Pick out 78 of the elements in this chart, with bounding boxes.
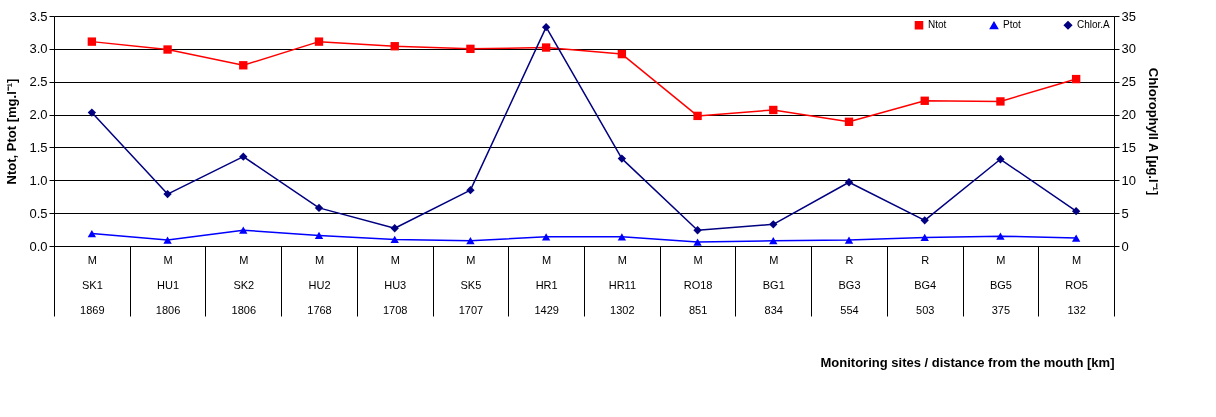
y2-tick-label: 10 <box>1121 172 1136 188</box>
x-tick-label: M HR11 1302 <box>608 253 637 316</box>
y-tick-label: 0.5 <box>29 205 48 221</box>
point <box>390 235 399 244</box>
point <box>693 238 702 246</box>
point <box>769 237 778 245</box>
legend-label: Chlor.A <box>1077 19 1111 31</box>
point <box>617 154 627 163</box>
y-tick-label: 2.5 <box>29 74 48 90</box>
legend-label: Ptot <box>1003 19 1022 31</box>
point <box>466 44 475 54</box>
point <box>163 189 172 199</box>
x-tick-label: M HU2 1768 <box>307 253 332 316</box>
point <box>541 43 551 52</box>
x-tick-label: M HU1 1806 <box>155 253 181 316</box>
point <box>390 42 399 51</box>
x-tick-label: M RO18 851 <box>683 253 713 316</box>
point <box>996 232 1005 240</box>
point <box>769 105 778 115</box>
x-tick-label: R BG4 503 <box>914 253 937 316</box>
point <box>920 216 929 225</box>
x-tick-label: R BG3 554 <box>838 253 861 316</box>
point <box>996 97 1005 106</box>
point <box>466 185 475 195</box>
point <box>541 233 551 241</box>
point <box>239 61 248 70</box>
y2-tick-label: 30 <box>1121 41 1136 57</box>
y-tick-label: 1.5 <box>29 139 48 155</box>
y-tick-label: 0.0 <box>29 238 48 254</box>
y-axis-title: Ntot, Ptot [mg.l⁻¹] <box>4 78 20 185</box>
point <box>239 226 248 234</box>
point <box>920 233 929 242</box>
point <box>163 236 172 244</box>
point <box>390 224 399 233</box>
x-tick-label: M BG1 834 <box>762 253 785 316</box>
point <box>996 155 1005 164</box>
point <box>920 96 929 105</box>
y2-tick-label: 25 <box>1121 74 1136 90</box>
point <box>239 152 248 161</box>
point <box>769 220 778 229</box>
x-tick-label: M BG5 375 <box>989 253 1012 316</box>
x-tick-label: M RO5 132 <box>1065 253 1088 316</box>
x-tick-label: M SK2 1806 <box>231 253 257 316</box>
y2-axis-title: Chlorophyll A [µg.l⁻¹] <box>1145 67 1161 196</box>
point <box>617 49 627 59</box>
point <box>163 45 172 54</box>
point <box>617 233 627 241</box>
y2-tick-label: 35 <box>1121 8 1136 24</box>
y2-tick-label: 15 <box>1121 139 1136 155</box>
point <box>314 37 324 46</box>
legend-label: Ntot <box>928 19 947 31</box>
point <box>844 236 854 244</box>
y2-tick-label: 5 <box>1121 205 1129 221</box>
y-tick-label: 3.0 <box>29 41 48 57</box>
point <box>693 111 702 121</box>
point <box>1071 74 1081 84</box>
y2-tick-label: 0 <box>1121 238 1129 254</box>
y-tick-label: 2.0 <box>29 107 48 123</box>
point <box>314 231 324 240</box>
point <box>844 178 854 187</box>
x-axis-title: Monitoring sites / distance from the mouth [km] <box>820 355 1115 370</box>
point <box>87 108 97 117</box>
point <box>693 226 702 235</box>
x-tick-label: M SK1 1869 <box>80 253 105 316</box>
point <box>314 203 324 213</box>
y-tick-label: 1.0 <box>29 172 48 188</box>
point <box>541 22 551 32</box>
point <box>87 229 97 238</box>
point <box>87 37 97 46</box>
y2-tick-label: 20 <box>1121 107 1136 123</box>
point <box>844 117 854 126</box>
x-tick-label: M HU3 1708 <box>382 253 408 316</box>
point <box>1071 206 1081 216</box>
point <box>466 237 475 245</box>
point <box>1071 234 1081 242</box>
x-tick-label: M SK5 1707 <box>458 253 484 316</box>
x-tick-label: M HR1 1429 <box>534 253 559 316</box>
y-tick-label: 3.5 <box>29 8 48 24</box>
